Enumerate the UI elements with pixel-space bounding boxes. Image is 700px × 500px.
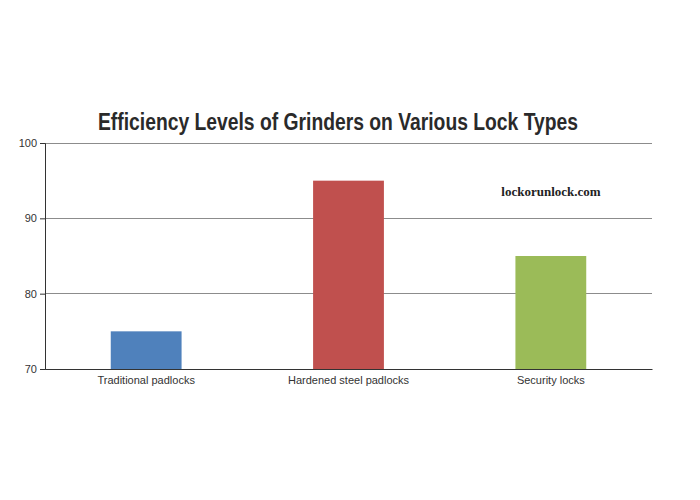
y-tick: 100 — [19, 137, 45, 149]
y-tick-label: 70 — [25, 363, 37, 375]
grid-line — [45, 143, 652, 144]
y-tick-label: 100 — [19, 137, 37, 149]
plot-area: 70 80 90 100 Traditional padlocks Hardened st… — [19, 137, 653, 386]
chart-container: 70 80 90 100 Traditional padlocks Hardened st… — [0, 0, 700, 500]
x-tick-label: Security locks — [517, 374, 585, 386]
x-tick: Security locks — [517, 369, 585, 386]
x-tick: Traditional padlocks — [97, 369, 195, 386]
x-axis-line — [46, 369, 653, 370]
x-tick-label: Hardened steel padlocks — [288, 374, 410, 386]
bars — [111, 181, 586, 369]
chart-title: Efficiency Levels of Grinders on Various… — [98, 109, 578, 135]
x-tick: Hardened steel padlocks — [288, 369, 410, 386]
y-tick-mark — [40, 294, 45, 295]
annotation: lockorunlock.com — [501, 184, 600, 199]
x-tick-label: Traditional padlocks — [97, 374, 195, 386]
grid — [45, 143, 652, 369]
y-tick-mark — [40, 143, 45, 144]
bar — [515, 256, 586, 369]
bar — [313, 181, 384, 369]
y-tick-label: 80 — [25, 288, 37, 300]
y-axis-line — [40, 144, 46, 370]
x-axis: Traditional padlocks Hardened steel padlo… — [46, 369, 653, 386]
y-tick: 90 — [25, 212, 45, 224]
y-tick-label: 90 — [25, 212, 37, 224]
y-tick-mark — [40, 218, 45, 219]
y-axis: 70 80 90 100 — [19, 137, 46, 375]
y-tick: 70 — [25, 363, 45, 375]
y-tick-mark — [40, 369, 45, 370]
y-tick: 80 — [25, 288, 45, 300]
bar — [111, 331, 182, 369]
chart-svg: 70 80 90 100 Traditional padlocks Hardened st… — [0, 0, 700, 500]
